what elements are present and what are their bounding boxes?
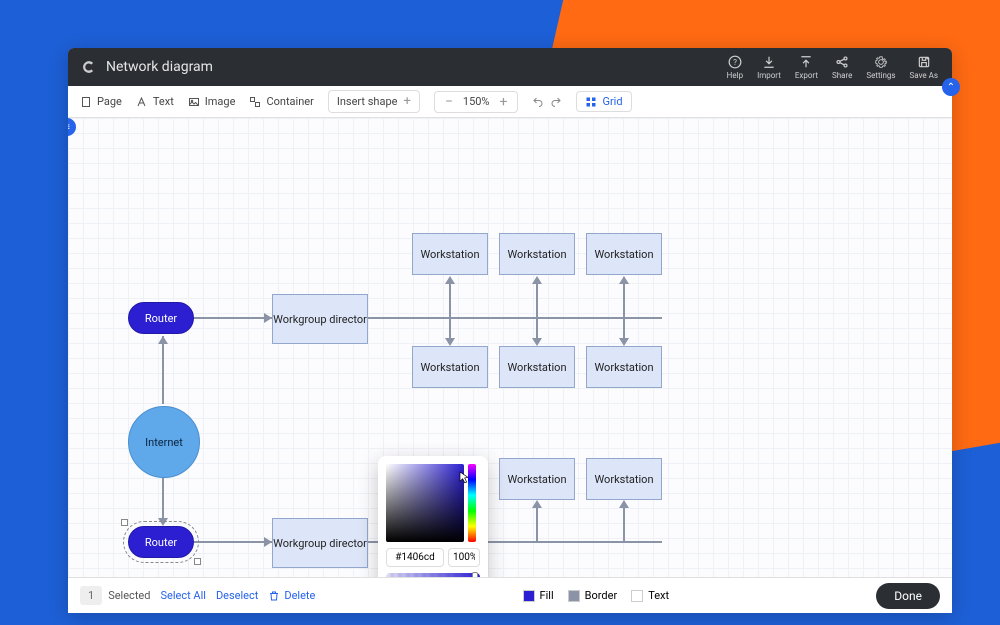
undo-button[interactable] [532,96,544,108]
opacity-input[interactable] [448,548,480,567]
hue-slider[interactable] [468,464,476,542]
deselect-button[interactable]: Deselect [216,589,258,602]
workgroup-director-1[interactable]: Workgroup director [272,294,368,344]
selected-label: Selected [108,589,150,602]
diagram-canvas[interactable]: ≡ Router Router Internet Workgroup direc… [68,118,952,577]
app-logo-icon [82,60,96,74]
router-node-2[interactable]: Router [128,526,194,558]
toolbar: Page Text Image Container Insert shape+ … [68,86,952,118]
workstation-node[interactable]: Workstation [586,458,662,500]
zoom-in-button[interactable]: + [500,95,508,109]
page-title: Network diagram [106,59,213,75]
internet-node[interactable]: Internet [128,406,200,478]
fill-swatch[interactable]: Fill [523,589,554,602]
help-button[interactable]: ?Help [727,55,743,80]
workstation-node[interactable]: Workstation [499,233,575,275]
footer-bar: 1 Selected Select All Deselect Delete Fi… [68,577,952,613]
zoom-control[interactable]: −150% + [434,91,519,113]
image-tool[interactable]: Image [188,95,236,108]
workstation-node[interactable]: Workstation [412,233,488,275]
workstation-node[interactable]: Workstation [586,233,662,275]
saveas-button[interactable]: Save As [910,55,938,80]
hex-input[interactable] [386,548,444,567]
titlebar: Network diagram ?Help Import Export Shar… [68,48,952,86]
zoom-out-button[interactable]: − [445,95,453,109]
grid-toggle[interactable]: Grid [576,91,631,112]
expand-side-panel-icon[interactable]: ≡ [68,118,76,136]
insert-shape-button[interactable]: Insert shape+ [328,90,420,113]
select-all-button[interactable]: Select All [160,589,205,602]
selection-count: 1 [80,586,102,605]
svg-text:?: ? [733,56,737,66]
alpha-slider[interactable] [386,573,480,577]
fill-color-picker[interactable]: Clear Apply [378,456,488,577]
delete-button[interactable]: Delete [268,589,315,602]
text-tool[interactable]: Text [136,95,174,108]
saturation-field[interactable] [386,464,464,542]
share-button[interactable]: Share [832,55,852,80]
workstation-node[interactable]: Workstation [412,346,488,388]
app-window: Network diagram ?Help Import Export Shar… [68,48,952,613]
workstation-node[interactable]: Workstation [499,346,575,388]
done-button[interactable]: Done [876,583,940,609]
settings-button[interactable]: Settings [866,55,895,80]
workgroup-director-2[interactable]: Workgroup director [272,518,368,568]
page-tool[interactable]: Page [80,95,122,108]
text-swatch[interactable]: Text [631,589,669,602]
redo-button[interactable] [550,96,562,108]
container-tool[interactable]: Container [249,95,313,108]
zoom-value: 150% [463,95,490,108]
workstation-node[interactable]: Workstation [586,346,662,388]
export-button[interactable]: Export [795,55,818,80]
import-button[interactable]: Import [757,55,781,80]
collapse-right-panel-icon[interactable]: ⌃ [942,78,960,96]
border-swatch[interactable]: Border [568,589,618,602]
workstation-node[interactable]: Workstation [499,458,575,500]
router-node-1[interactable]: Router [128,302,194,334]
